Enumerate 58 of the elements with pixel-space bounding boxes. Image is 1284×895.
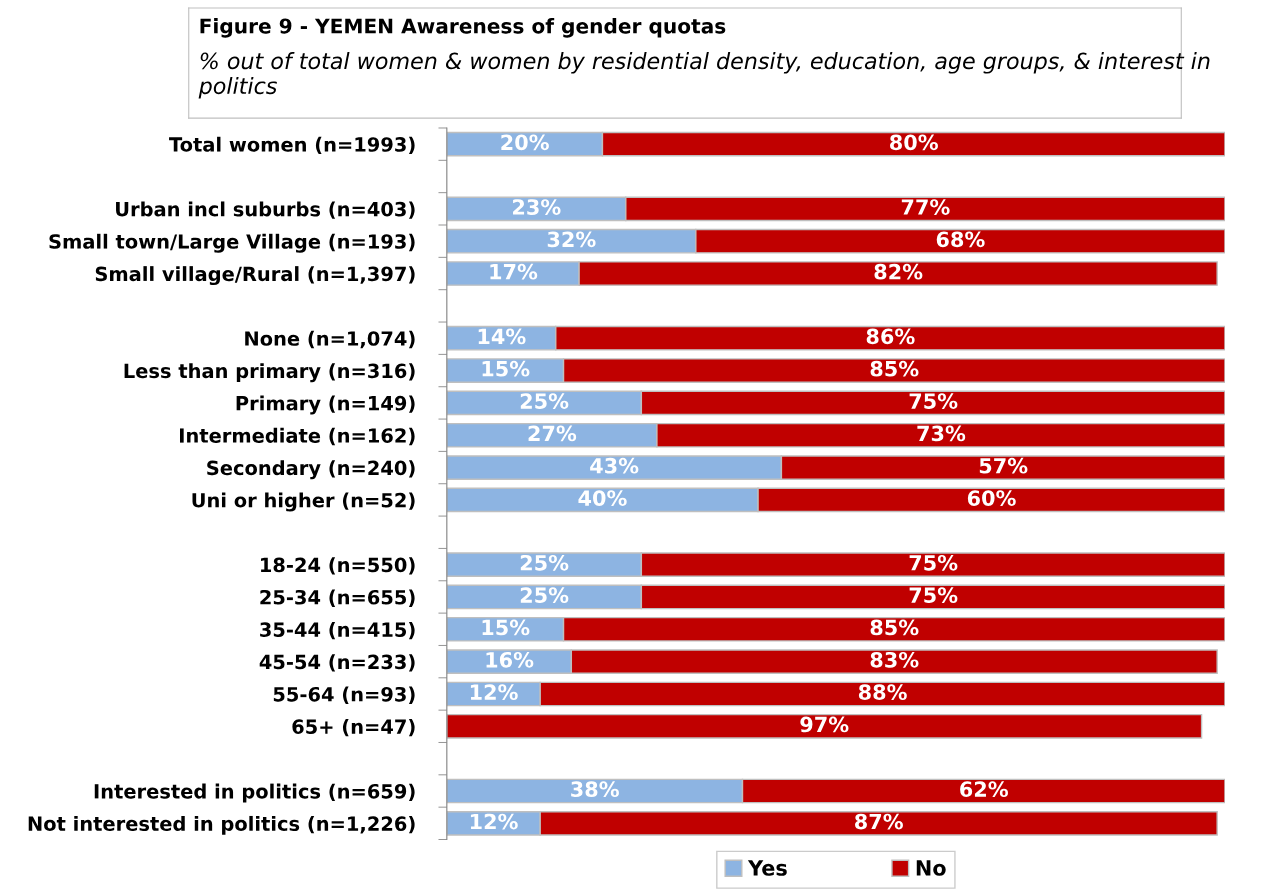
chart-subtitle: % out of total women & women by residential density, education, age groups, & interest in politics [198,52,1210,99]
data-label: 75% [909,393,958,409]
y-tick-label: 18-24 (n=550) [261,557,415,575]
data-label: 85% [870,619,919,636]
data-label: 14% [478,328,526,345]
legend-label: No [916,860,946,876]
bar [446,713,1203,739]
data-label: 75% [909,587,958,603]
data-label: 77% [901,199,950,215]
data-label: 87% [855,813,903,830]
data-label: 32% [547,231,596,248]
y-tick-label: Secondary (n=240) [207,460,415,480]
data-label: 62% [960,781,1008,798]
y-tick-label: Uni or higher (n=52) [192,492,415,512]
data-label: 43% [590,457,639,474]
data-label: 73% [917,425,966,442]
data-label: 85% [870,360,919,377]
data-label: 68% [936,231,985,248]
data-label: 40% [578,490,627,506]
y-tick-label: 55-64 (n=93) [273,686,415,704]
data-label: 25% [520,393,569,409]
data-label: 57% [979,457,1028,474]
data-label: 15% [482,619,530,636]
y-tick-label: Small village/Rural (n=1,397) [95,266,415,286]
y-tick-label: 25-34 (n=655) [260,589,415,607]
y-tick-label: Less than primary (n=316) [124,363,415,383]
data-label: 97% [800,716,849,733]
data-label: 27% [528,425,577,442]
y-tick-label: 65+ (n=47) [292,718,415,737]
data-label: 25% [520,587,569,603]
data-label: 16% [486,651,534,668]
data-label: 82% [874,263,923,280]
y-tick-label: Small town/Large Village (n=193) [49,233,415,253]
data-label: 25% [520,554,569,571]
data-label: 17% [490,263,538,280]
data-label: 12% [470,684,518,701]
y-tick-label: Intermediate (n=162) [180,427,415,446]
y-tick-label: Urban incl suburbs (n=403) [116,201,415,219]
y-tick-label: Total women (n=1993) [169,136,415,155]
y-tick-label: None (n=1,074) [245,330,415,349]
data-label: 12% [470,813,518,830]
y-tick-label: Primary (n=149) [236,395,415,415]
data-label: 23% [513,199,561,215]
data-label: 88% [858,684,907,701]
chart-title: Figure 9 - YEMEN Awareness of gender quotas [200,18,726,38]
y-tick-label: Interested in politics (n=659) [94,783,415,803]
data-label: 86% [866,328,915,345]
data-label: 83% [870,651,919,668]
data-label: 60% [967,490,1016,506]
y-tick-label: Not interested in politics (n=1,226) [28,815,415,835]
data-label: 15% [482,360,530,377]
legend-label: Yes [747,860,787,876]
data-label: 80% [890,134,938,151]
y-tick-label: 45-54 (n=233) [259,654,415,672]
data-label: 38% [571,781,619,798]
data-label: 20% [501,134,549,151]
y-tick-label: 35-44 (n=415) [260,621,415,640]
data-label: 75% [909,554,958,571]
